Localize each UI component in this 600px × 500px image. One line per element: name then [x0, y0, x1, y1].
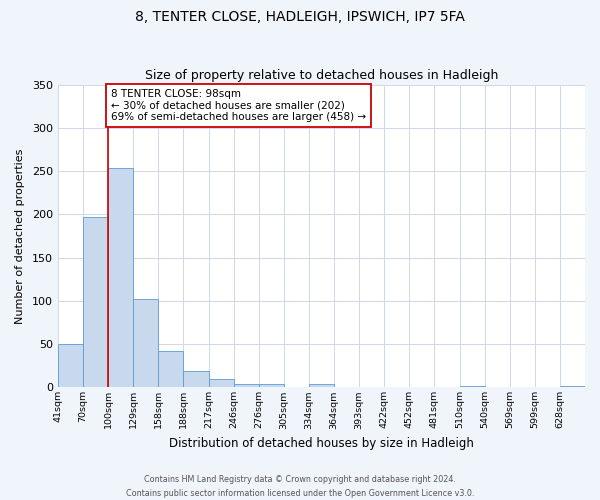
Text: 8 TENTER CLOSE: 98sqm
← 30% of detached houses are smaller (202)
69% of semi-det: 8 TENTER CLOSE: 98sqm ← 30% of detached … [111, 89, 366, 122]
Y-axis label: Number of detached properties: Number of detached properties [15, 148, 25, 324]
Title: Size of property relative to detached houses in Hadleigh: Size of property relative to detached ho… [145, 69, 498, 82]
Text: 8, TENTER CLOSE, HADLEIGH, IPSWICH, IP7 5FA: 8, TENTER CLOSE, HADLEIGH, IPSWICH, IP7 … [135, 10, 465, 24]
Bar [133, 299, 158, 388]
Bar [158, 351, 184, 388]
Bar [184, 371, 209, 388]
Bar [209, 378, 233, 388]
Bar [233, 384, 259, 388]
Bar [58, 344, 83, 388]
Bar [108, 168, 133, 388]
Bar [560, 386, 585, 388]
Bar [259, 384, 284, 388]
Bar [83, 217, 108, 388]
Bar [460, 386, 485, 388]
X-axis label: Distribution of detached houses by size in Hadleigh: Distribution of detached houses by size … [169, 437, 474, 450]
Text: Contains HM Land Registry data © Crown copyright and database right 2024.
Contai: Contains HM Land Registry data © Crown c… [126, 476, 474, 498]
Bar [309, 384, 334, 388]
